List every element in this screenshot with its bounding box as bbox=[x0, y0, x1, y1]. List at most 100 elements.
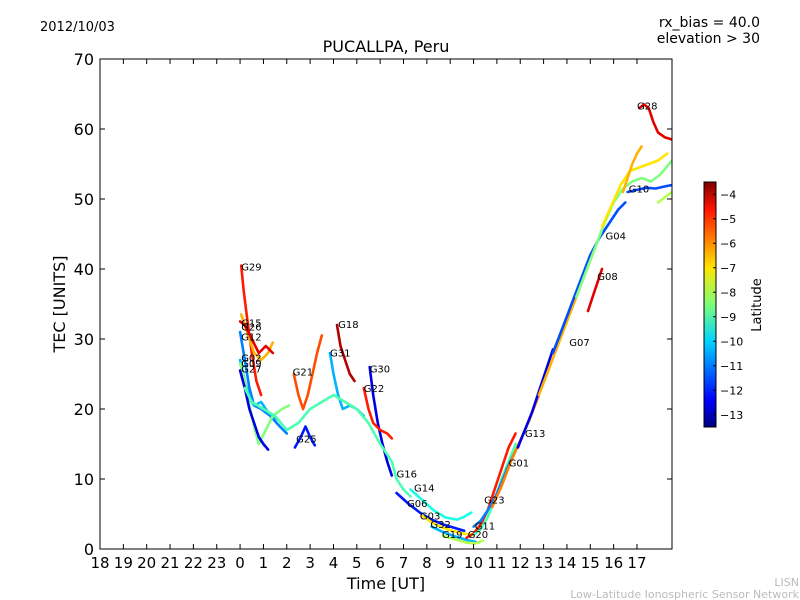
series-label-g08: G08 bbox=[597, 272, 617, 283]
series-label-g06: G06 bbox=[407, 499, 427, 510]
series-g25 bbox=[293, 425, 317, 449]
series-g33 bbox=[656, 190, 672, 204]
series-label-g09: G09 bbox=[241, 359, 261, 370]
series-label-g28: G28 bbox=[637, 101, 657, 112]
x-tick-label: 11 bbox=[487, 554, 506, 572]
series-g06 bbox=[395, 491, 466, 533]
series-label-g16: G16 bbox=[397, 470, 417, 481]
x-tick-label: 3 bbox=[305, 554, 315, 572]
series-label-g13: G13 bbox=[525, 429, 545, 440]
series-label-g12: G12 bbox=[241, 332, 261, 343]
series-g18 bbox=[335, 323, 356, 383]
x-tick-label: 14 bbox=[557, 554, 576, 572]
series-label-g27: G27 bbox=[241, 365, 261, 376]
x-tick-label: 20 bbox=[137, 554, 156, 572]
x-tick-label: 1 bbox=[259, 554, 269, 572]
x-tick-label: 15 bbox=[581, 554, 600, 572]
y-tick-label: 60 bbox=[74, 120, 94, 139]
series-g32 bbox=[430, 525, 478, 544]
colorbar-tick-label: −5 bbox=[720, 213, 736, 226]
series-label-g23: G23 bbox=[484, 496, 504, 507]
x-tick-label: 22 bbox=[184, 554, 203, 572]
series-label-g18: G18 bbox=[338, 320, 358, 331]
x-tick-label: 8 bbox=[422, 554, 432, 572]
series-g22 bbox=[362, 386, 394, 440]
series-label-g30: G30 bbox=[370, 365, 390, 376]
footer-network: Low-Latitude Ionospheric Sensor Network bbox=[570, 588, 799, 600]
series-label-g14: G14 bbox=[414, 484, 434, 495]
series-g08 bbox=[586, 267, 604, 313]
rx-bias-label: rx_bias = 40.0 bbox=[659, 15, 760, 31]
series-label-g15: G15 bbox=[241, 318, 261, 329]
series-g30 bbox=[368, 365, 394, 477]
y-tick-label: 0 bbox=[84, 540, 94, 559]
series-label-g10: G10 bbox=[629, 185, 649, 196]
series-g16 bbox=[243, 386, 412, 498]
x-tick-label: 18 bbox=[90, 554, 109, 572]
series-label-g26: G26 bbox=[241, 323, 261, 334]
series-label-g07: G07 bbox=[569, 338, 589, 349]
x-tick-label: 17 bbox=[627, 554, 646, 572]
series-g14 bbox=[409, 488, 473, 521]
series-label-g04: G04 bbox=[606, 232, 626, 243]
series-label-g31: G31 bbox=[330, 349, 350, 360]
x-tick-label: 19 bbox=[114, 554, 133, 572]
series-g12 bbox=[238, 330, 289, 435]
x-tick-label: 16 bbox=[604, 554, 623, 572]
series-g21 bbox=[292, 334, 324, 411]
series-g24 bbox=[600, 152, 669, 229]
y-tick-label: 10 bbox=[74, 470, 94, 489]
chart-date: 2012/10/03 bbox=[40, 20, 115, 35]
x-tick-label: 21 bbox=[160, 554, 179, 572]
series-label-g29: G29 bbox=[241, 262, 261, 273]
x-tick-label: 2 bbox=[282, 554, 292, 572]
x-tick-label: 0 bbox=[235, 554, 245, 572]
series-label-g01: G01 bbox=[509, 458, 529, 469]
colorbar-tick-label: −12 bbox=[720, 384, 743, 397]
series-label-g20: G20 bbox=[468, 530, 488, 541]
series-g13 bbox=[516, 348, 555, 449]
series-g20 bbox=[465, 432, 517, 540]
series-g04 bbox=[551, 201, 627, 355]
y-tick-label: 70 bbox=[74, 50, 94, 69]
series-g03 bbox=[420, 514, 475, 537]
series-label-g03: G03 bbox=[420, 512, 440, 523]
series-g28 bbox=[638, 103, 672, 141]
colorbar-tick-label: −13 bbox=[720, 409, 743, 422]
x-axis-label: Time [UT] bbox=[346, 574, 425, 593]
x-tick-label: 7 bbox=[399, 554, 409, 572]
x-tick-label: 12 bbox=[511, 554, 530, 572]
colorbar-tick-label: −11 bbox=[720, 360, 743, 373]
colorbar-tick-label: −7 bbox=[720, 262, 736, 275]
series-g10 bbox=[626, 183, 672, 194]
colorbar-label: Latitude bbox=[750, 278, 765, 332]
colorbar-tick-label: −6 bbox=[720, 237, 736, 250]
series-label-g19: G19 bbox=[442, 530, 462, 541]
colorbar-tick-label: −4 bbox=[720, 188, 736, 201]
series-g26 bbox=[238, 320, 275, 355]
footer-lisn: LISN bbox=[774, 576, 799, 589]
colorbar-tick-label: −10 bbox=[720, 335, 743, 348]
series-label-g32: G32 bbox=[430, 520, 450, 531]
series-label-g21: G21 bbox=[293, 367, 313, 378]
series-label-g11: G11 bbox=[475, 521, 495, 532]
y-tick-label: 40 bbox=[74, 260, 94, 279]
series-label-g25: G25 bbox=[296, 435, 316, 446]
x-tick-label: 13 bbox=[534, 554, 553, 572]
chart-title: PUCALLPA, Peru bbox=[323, 37, 450, 56]
x-tick-label: 10 bbox=[464, 554, 483, 572]
plot-frame bbox=[99, 58, 673, 550]
y-tick-label: 20 bbox=[74, 400, 94, 419]
x-tick-label: 5 bbox=[352, 554, 362, 572]
colorbar-tick-label: −9 bbox=[720, 311, 736, 324]
series-g17 bbox=[621, 145, 643, 194]
x-tick-label: 6 bbox=[375, 554, 385, 572]
y-axis-label: TEC [UNITS] bbox=[50, 256, 69, 354]
series-label-g02: G02 bbox=[241, 353, 261, 364]
x-tick-label: 23 bbox=[207, 554, 226, 572]
x-tick-label: 4 bbox=[329, 554, 339, 572]
y-tick-label: 30 bbox=[74, 330, 94, 349]
colorbar-tick-label: −8 bbox=[720, 286, 736, 299]
x-tick-label: 9 bbox=[445, 554, 455, 572]
